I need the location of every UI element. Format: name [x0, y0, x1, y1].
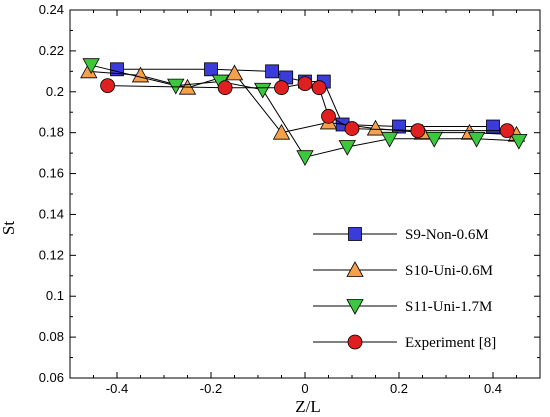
- y-tick-label: 0.12: [39, 247, 64, 262]
- y-tick-label: 0.1: [46, 288, 64, 303]
- legend-label: S9-Non-0.6M: [405, 227, 489, 243]
- data-point: [410, 123, 426, 139]
- x-tick-label: 0: [301, 381, 308, 396]
- x-tick-label: 0.2: [390, 381, 408, 396]
- series-line: [88, 70, 517, 136]
- data-point: [486, 119, 500, 134]
- data-point: [296, 150, 314, 167]
- series-3: [82, 58, 528, 167]
- legend-item-4: Experiment [8]: [313, 334, 496, 351]
- legend-marker: [346, 261, 364, 277]
- legend-label: S11-Uni-1.7M: [405, 299, 492, 315]
- legend-label: Experiment [8]: [405, 335, 496, 351]
- legend-item-1: S9-Non-0.6M: [313, 227, 489, 243]
- plot-frame: [69, 9, 541, 379]
- y-tick-label: 0.22: [39, 43, 64, 58]
- y-axis-title: St: [0, 221, 18, 235]
- data-point: [297, 76, 313, 91]
- legend-item-2: S10-Uni-0.6M: [313, 261, 493, 279]
- data-point: [321, 108, 336, 124]
- series-line: [107, 83, 508, 132]
- series-line: [91, 64, 519, 158]
- legend-marker: [348, 227, 362, 241]
- data-point: [254, 82, 272, 99]
- data-point: [272, 123, 291, 140]
- y-tick-label: 0.06: [39, 370, 64, 385]
- y-tick-label: 0.08: [39, 329, 64, 344]
- x-tick-label: -0.4: [106, 381, 128, 396]
- data-point: [274, 80, 289, 96]
- data-point: [380, 131, 399, 148]
- data-point: [82, 58, 100, 75]
- data-point: [344, 121, 360, 136]
- data-point: [265, 64, 280, 79]
- data-point: [467, 131, 486, 148]
- legend-label: S10-Uni-0.6M: [405, 263, 493, 279]
- data-point: [499, 123, 515, 139]
- data-point: [225, 64, 244, 81]
- data-point: [204, 62, 218, 77]
- y-tick-label: 0.18: [39, 125, 64, 140]
- data-point: [366, 119, 385, 136]
- y-tick-label: 0.14: [39, 206, 64, 221]
- legend: S9-Non-0.6M S10-Uni-0.6M S11-Uni-1.7M Exper…: [313, 227, 496, 351]
- data-point: [100, 78, 115, 94]
- legend-item-3: S11-Uni-1.7M: [313, 299, 492, 315]
- data-point: [217, 80, 233, 96]
- data-point: [510, 133, 528, 150]
- y-tick-label: 0.16: [39, 166, 64, 181]
- y-tick-label: 0.2: [46, 84, 64, 99]
- y-tick-label: 0.24: [39, 2, 64, 17]
- x-axis-title: Z/L: [295, 397, 321, 416]
- x-tick-label: 0.4: [484, 381, 502, 396]
- series-1: [110, 62, 500, 134]
- legend-marker: [346, 299, 364, 315]
- data-point: [311, 80, 327, 96]
- data-point: [338, 140, 356, 156]
- series-4: [100, 76, 515, 139]
- data-point: [425, 131, 443, 148]
- x-tick-label: -0.2: [200, 381, 222, 396]
- legend-marker: [347, 334, 363, 350]
